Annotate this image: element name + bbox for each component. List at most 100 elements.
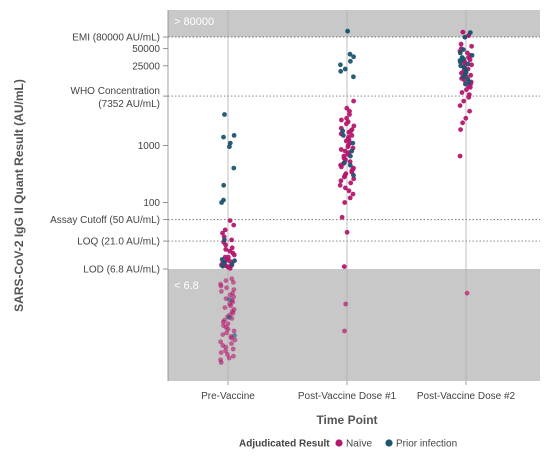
point-0-1-42 xyxy=(351,176,357,182)
point-0-2-27 xyxy=(461,98,467,104)
point-below-0-0-16 xyxy=(222,305,228,310)
point-below-1-0-0 xyxy=(227,297,232,302)
point-1-0-6 xyxy=(221,182,227,188)
point-1-1-2 xyxy=(348,58,353,64)
point-0-1-48 xyxy=(350,191,356,197)
point-below-0-0-15 xyxy=(228,303,234,309)
point-below-0-0-40 xyxy=(223,348,228,354)
point-0-1-44 xyxy=(348,180,354,186)
point-below-0-0-5 xyxy=(224,285,229,291)
point-below-0-0-46 xyxy=(218,360,224,365)
ytick-label-2: 25000 xyxy=(132,61,160,72)
point-0-2-29 xyxy=(467,108,472,114)
point-below-0-0-6 xyxy=(231,287,237,292)
point-0-0-7 xyxy=(223,242,229,248)
point-below-0-1-0 xyxy=(343,301,349,307)
y-axis-ticks: EMI (80000 AU/mL)50000 25000 WHO Concentra… xyxy=(50,10,169,381)
point-1-2-7 xyxy=(465,61,471,67)
legend-label-1: Prior infection xyxy=(396,439,457,450)
point-0-1-1 xyxy=(351,98,356,104)
point-0-0-9 xyxy=(223,247,229,252)
point-0-2-1 xyxy=(469,43,474,49)
point-0-1-24 xyxy=(338,147,344,152)
point-below-0-1-1 xyxy=(342,328,347,334)
point-1-1-4 xyxy=(342,66,348,72)
xtick-label-2: Post-Vaccine Dose #2 xyxy=(417,391,516,402)
legend: Adjudicated Result Naïve Prior infection xyxy=(239,439,457,450)
point-0-1-9 xyxy=(351,123,357,129)
point-1-1-3 xyxy=(338,62,343,68)
point-0-0-8 xyxy=(229,245,235,251)
point-0-1-49 xyxy=(347,195,353,201)
band-top xyxy=(168,10,540,37)
xtick-label-1: Post-Vaccine Dose #1 xyxy=(298,391,397,402)
point-below-0-0-4 xyxy=(218,283,224,289)
legend-swatch-1 xyxy=(385,439,393,447)
point-below-1-0-2 xyxy=(232,333,237,338)
point-1-1-10 xyxy=(349,148,355,154)
point-below-0-0-36 xyxy=(229,341,234,346)
point-0-2-7 xyxy=(467,57,473,63)
point-0-0-27 xyxy=(227,265,233,271)
point-below-0-0-7 xyxy=(219,289,224,294)
point-0-2-26 xyxy=(466,94,472,100)
point-below-0-2-0 xyxy=(464,290,470,296)
point-1-1-7 xyxy=(340,128,346,134)
point-1-0-12 xyxy=(221,260,227,265)
point-1-2-6 xyxy=(458,59,463,65)
ytick-label-6: Assay Cutoff (50 AU/mL) xyxy=(50,215,160,226)
point-1-2-13 xyxy=(460,74,466,80)
point-below-0-0-2 xyxy=(231,280,236,285)
point-above-1-2-0 xyxy=(467,30,473,35)
point-0-0-2 xyxy=(222,227,228,233)
point-0-1-34 xyxy=(339,164,344,170)
point-1-2-16 xyxy=(463,81,468,87)
point-0-0-3 xyxy=(220,230,225,236)
point-0-2-32 xyxy=(458,127,463,132)
point-0-1-41 xyxy=(341,174,347,180)
x-axis-title: Time Point xyxy=(316,413,377,427)
point-0-2-23 xyxy=(464,87,469,93)
point-0-1-43 xyxy=(338,178,344,184)
point-1-1-14 xyxy=(351,172,356,178)
xtick-label-0: Pre-Vaccine xyxy=(201,391,255,402)
point-0-1-0 xyxy=(341,264,347,269)
point-1-0-1 xyxy=(231,133,237,138)
point-below-0-0-24 xyxy=(220,319,226,325)
point-0-1-47 xyxy=(346,188,352,194)
point-0-1-25 xyxy=(342,148,348,154)
ytick-label-3-line2: (7352 AU/mL) xyxy=(98,99,160,110)
point-1-2-1 xyxy=(457,50,463,56)
point-above-1-2-1 xyxy=(462,34,468,40)
point-below-0-0-31 xyxy=(220,332,226,337)
points-layer xyxy=(218,28,475,365)
point-0-2-28 xyxy=(457,103,463,108)
ytick-label-1: 50000 xyxy=(132,44,160,55)
point-below-0-0-39 xyxy=(230,346,236,352)
point-1-2-15 xyxy=(466,79,472,85)
point-0-1-31 xyxy=(347,159,353,165)
point-0-2-10 xyxy=(469,62,474,68)
point-1-0-3 xyxy=(227,140,233,146)
point-0-0-12 xyxy=(231,252,237,258)
point-1-0-8 xyxy=(219,200,225,205)
point-0-2-30 xyxy=(463,115,469,121)
point-0-1-52 xyxy=(344,229,350,235)
point-0-2-33 xyxy=(457,153,463,159)
point-1-1-13 xyxy=(347,162,353,168)
ytick-label-4: 1000 xyxy=(138,141,161,152)
point-1-0-14 xyxy=(220,263,226,269)
point-0-0-1 xyxy=(231,222,237,228)
point-1-1-12 xyxy=(341,160,347,166)
legend-label-0: Naïve xyxy=(346,439,373,450)
band-label-top: > 80000 xyxy=(174,16,214,28)
point-above-0-2-0 xyxy=(460,29,466,35)
ytick-label-3: WHO Concentration xyxy=(71,86,160,97)
point-0-1-13 xyxy=(346,129,352,135)
point-below-0-0-1 xyxy=(223,278,229,283)
point-below-0-0-42 xyxy=(225,352,230,357)
point-0-1-22 xyxy=(345,144,351,150)
point-1-0-13 xyxy=(229,262,234,267)
point-0-2-0 xyxy=(458,41,464,47)
point-1-0-9 xyxy=(222,237,227,243)
